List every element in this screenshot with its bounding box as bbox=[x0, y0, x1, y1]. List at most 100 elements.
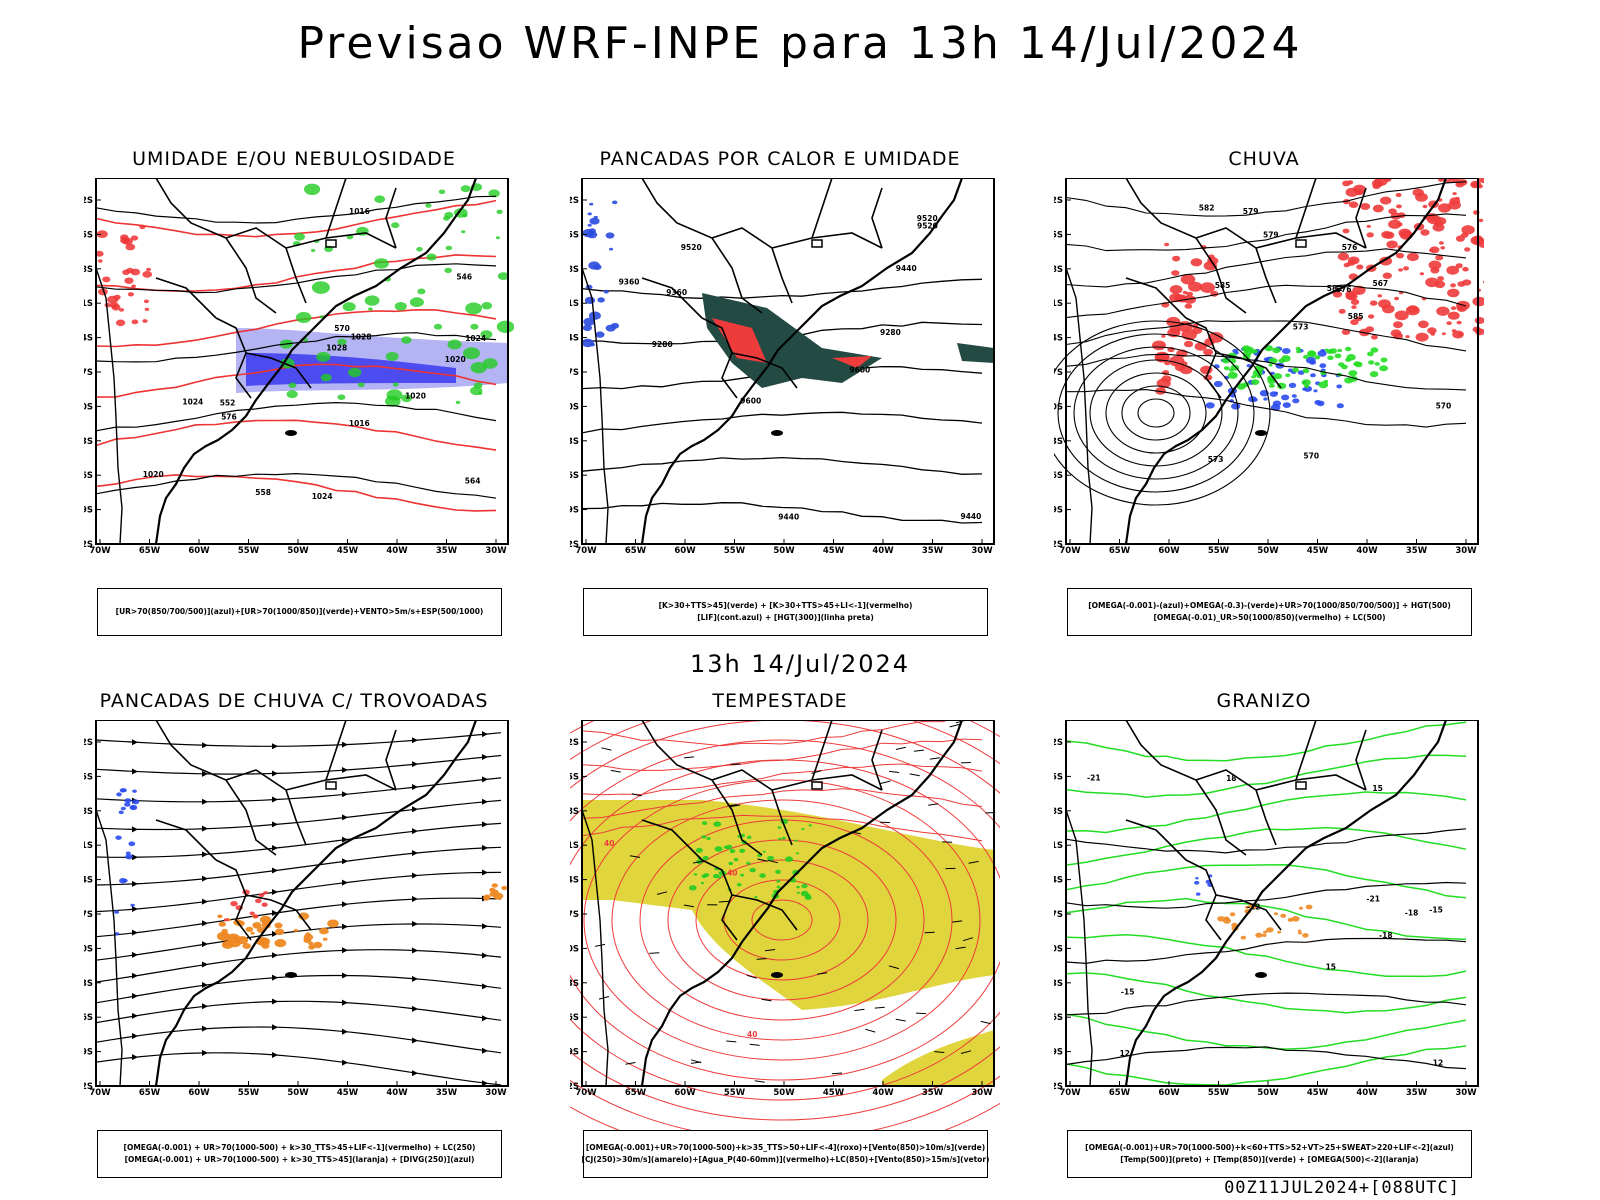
lat-label: 33S bbox=[1054, 437, 1063, 447]
lon-label: 30W bbox=[971, 546, 993, 556]
lat-label: 12S bbox=[570, 738, 579, 748]
lat-label: 18S bbox=[1054, 265, 1063, 275]
lon-label: 55W bbox=[238, 1088, 260, 1098]
contour-label: -21 bbox=[1366, 895, 1380, 904]
contour-label: 40 bbox=[747, 1030, 757, 1039]
contour-label: 558 bbox=[255, 488, 271, 497]
legend-box: [UR>70(850/700/500)](azul)+[UR>70(1000/8… bbox=[97, 588, 502, 636]
lon-label: 50W bbox=[1257, 546, 1279, 556]
forecast-map: -12-15-18-21-15-18-21151812121512S15S18S… bbox=[1054, 720, 1479, 1098]
lon-label: 40W bbox=[386, 1088, 408, 1098]
lat-label: 12S bbox=[570, 196, 579, 206]
panel-pancadas-trovoadas: PANCADAS DE CHUVA C/ TROVOADAS 12S 15S 18S 2… bbox=[84, 690, 514, 1185]
lon-label: 55W bbox=[238, 546, 260, 556]
lon-label: 45W bbox=[823, 1088, 845, 1098]
lon-label: 35W bbox=[1406, 546, 1428, 556]
lat-label: 36S bbox=[570, 471, 579, 481]
map-frame bbox=[1065, 178, 1479, 545]
lat-label: 36S bbox=[84, 471, 93, 481]
lat-label: 42S bbox=[84, 540, 93, 550]
lat-label: 24S bbox=[570, 334, 579, 344]
lon-label: 40W bbox=[386, 546, 408, 556]
lat-label: 33S bbox=[570, 979, 579, 989]
contour-label: 1024 bbox=[312, 492, 333, 501]
panel-granizo: GRANIZO-12-15-18-21-15-18-21151812121512… bbox=[1054, 690, 1484, 1185]
legend-line: [OMEGA(-0.01)_UR>50(1000/850)(vermelho) … bbox=[1153, 613, 1386, 622]
legend-line: [LIF](cont.azul) + [HGT(300)](linha pret… bbox=[697, 613, 874, 622]
contour-label: 40 bbox=[727, 868, 737, 877]
panel-umidade: UMIDADE E/OU NEBULOSIDADE 1016 1020 1024 102… bbox=[84, 148, 514, 643]
contour-label: -18 bbox=[1405, 908, 1419, 917]
legend-line: [K>30+TTS>45](verde) + [K>30+TTS>45+LI<-… bbox=[658, 601, 913, 610]
lat-label: 18S bbox=[84, 807, 93, 817]
lat-label: 24S bbox=[84, 876, 93, 886]
contour-label: 585 bbox=[1348, 312, 1364, 321]
contour-label: 9520 bbox=[681, 243, 702, 252]
contour-label: 1020 bbox=[405, 391, 426, 400]
contour-label: 1020 bbox=[445, 355, 466, 364]
lat-label: 39S bbox=[1054, 1048, 1063, 1058]
lon-label: 55W bbox=[1208, 546, 1230, 556]
lat-label: 12S bbox=[84, 196, 93, 206]
lat-label: 15S bbox=[1054, 772, 1063, 782]
legend-box: [OMEGA(-0.001)-(azul)+OMEGA(-0.3)-(verde… bbox=[1067, 588, 1472, 636]
legend-line: [OMEGA(-0.001)+UR>70(1000-500)+k<60+TTS>… bbox=[1085, 1143, 1454, 1152]
lon-label: 30W bbox=[485, 1088, 507, 1098]
forecast-map: 9600 9520 9440 9360 9280 9600 9520 9440 9360 9280… bbox=[570, 178, 995, 556]
contour-label: 1016 bbox=[349, 419, 370, 428]
contour-label: 9440 bbox=[778, 513, 799, 522]
lat-label: 30S bbox=[84, 402, 93, 412]
contour-label: 12 bbox=[1433, 1059, 1443, 1068]
legend-line: [OMEGA(-0.001) + UR>70(1000-500) + k>30_… bbox=[124, 1155, 475, 1164]
legend-line: [Temp(500)](preto) + [Temp(850)](verde) … bbox=[1120, 1155, 1419, 1164]
contour-label: 9440 bbox=[896, 264, 917, 273]
lon-label: 65W bbox=[139, 546, 161, 556]
lat-label: 15S bbox=[84, 230, 93, 240]
legend-box: [OMEGA(-0.001) + UR>70(1000-500) + k>30_… bbox=[97, 1130, 502, 1178]
lon-label: 65W bbox=[1109, 546, 1131, 556]
lon-label: 70W bbox=[89, 1088, 111, 1098]
lon-label: 50W bbox=[773, 1088, 795, 1098]
panel-title: GRANIZO bbox=[1216, 690, 1312, 712]
contour-label: 9280 bbox=[652, 340, 673, 349]
lon-label: 55W bbox=[724, 1088, 746, 1098]
forecast-map: 585 582 579 576 573 570 567 576 579 582 585 573 570 1… bbox=[1054, 178, 1484, 556]
lat-label: 30S bbox=[1054, 402, 1063, 412]
lon-label: 60W bbox=[674, 546, 696, 556]
lon-label: 60W bbox=[188, 546, 210, 556]
contour-label: 1024 bbox=[182, 398, 203, 407]
map-frame bbox=[1065, 720, 1479, 1087]
contour-label: 9520 bbox=[917, 214, 938, 223]
lat-label: 12S bbox=[1054, 738, 1063, 748]
panel-title: PANCADAS POR CALOR E UMIDADE bbox=[599, 148, 961, 170]
lon-label: 50W bbox=[773, 546, 795, 556]
lat-label: 39S bbox=[570, 506, 579, 516]
forecast-time-label: 13h 14/Jul/2024 bbox=[689, 650, 911, 678]
contour-label: 585 bbox=[1215, 281, 1231, 290]
contour-label: 40 bbox=[604, 839, 614, 848]
lat-label: 27S bbox=[1054, 368, 1063, 378]
lon-label: 70W bbox=[575, 1088, 597, 1098]
lat-label: 36S bbox=[570, 1013, 579, 1023]
lon-label: 35W bbox=[436, 1088, 458, 1098]
lat-label: 15S bbox=[570, 772, 579, 782]
contour-label: -21 bbox=[1087, 773, 1101, 782]
panel-title: UMIDADE E/OU NEBULOSIDADE bbox=[132, 148, 456, 170]
panel-chuva: CHUVA 585 582 579 576 573 570 567 576 579 582 585 57… bbox=[1054, 148, 1484, 643]
lat-label: 39S bbox=[1054, 506, 1063, 516]
lon-label: 65W bbox=[1109, 1088, 1131, 1098]
lat-label: 27S bbox=[570, 910, 579, 920]
map-frame bbox=[581, 720, 995, 1087]
lon-label: 50W bbox=[1257, 1088, 1279, 1098]
contour-label: 1016 bbox=[349, 207, 370, 216]
contour-label: 15 bbox=[1372, 784, 1382, 793]
lon-label: 45W bbox=[823, 546, 845, 556]
lat-label: 33S bbox=[1054, 979, 1063, 989]
lon-label: 65W bbox=[625, 1088, 647, 1098]
lon-label: 70W bbox=[1059, 546, 1081, 556]
page-title: Previsao WRF-INPE para 13h 14/Jul/2024 bbox=[297, 18, 1303, 69]
contour-label: 18 bbox=[1226, 774, 1236, 783]
panel-tempestade: TEMPESTADE 40 40 40 12S 15S 18S 21S 24S 27S 30S 33S… bbox=[570, 690, 1000, 1185]
contour-label: 9360 bbox=[619, 277, 640, 286]
legend-box: [OMEGA(-0.001)+UR>70(1000-500)+k>35_TTS>… bbox=[582, 1130, 989, 1178]
